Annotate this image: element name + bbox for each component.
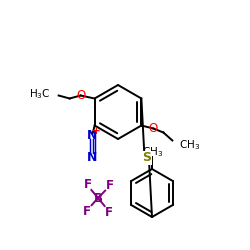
Text: H$_3$C: H$_3$C xyxy=(29,88,50,102)
Text: F: F xyxy=(106,179,114,192)
Text: N: N xyxy=(86,129,97,142)
Text: S: S xyxy=(142,151,151,164)
Text: O: O xyxy=(76,89,85,102)
Text: B: B xyxy=(94,192,102,204)
Text: O: O xyxy=(149,122,158,135)
Text: CH$_3$: CH$_3$ xyxy=(142,145,164,159)
Text: N: N xyxy=(86,151,97,164)
Text: CH$_3$: CH$_3$ xyxy=(180,138,201,152)
Text: F: F xyxy=(104,206,112,218)
Text: F: F xyxy=(82,205,90,218)
Text: F: F xyxy=(84,178,92,190)
Text: +: + xyxy=(92,126,101,136)
